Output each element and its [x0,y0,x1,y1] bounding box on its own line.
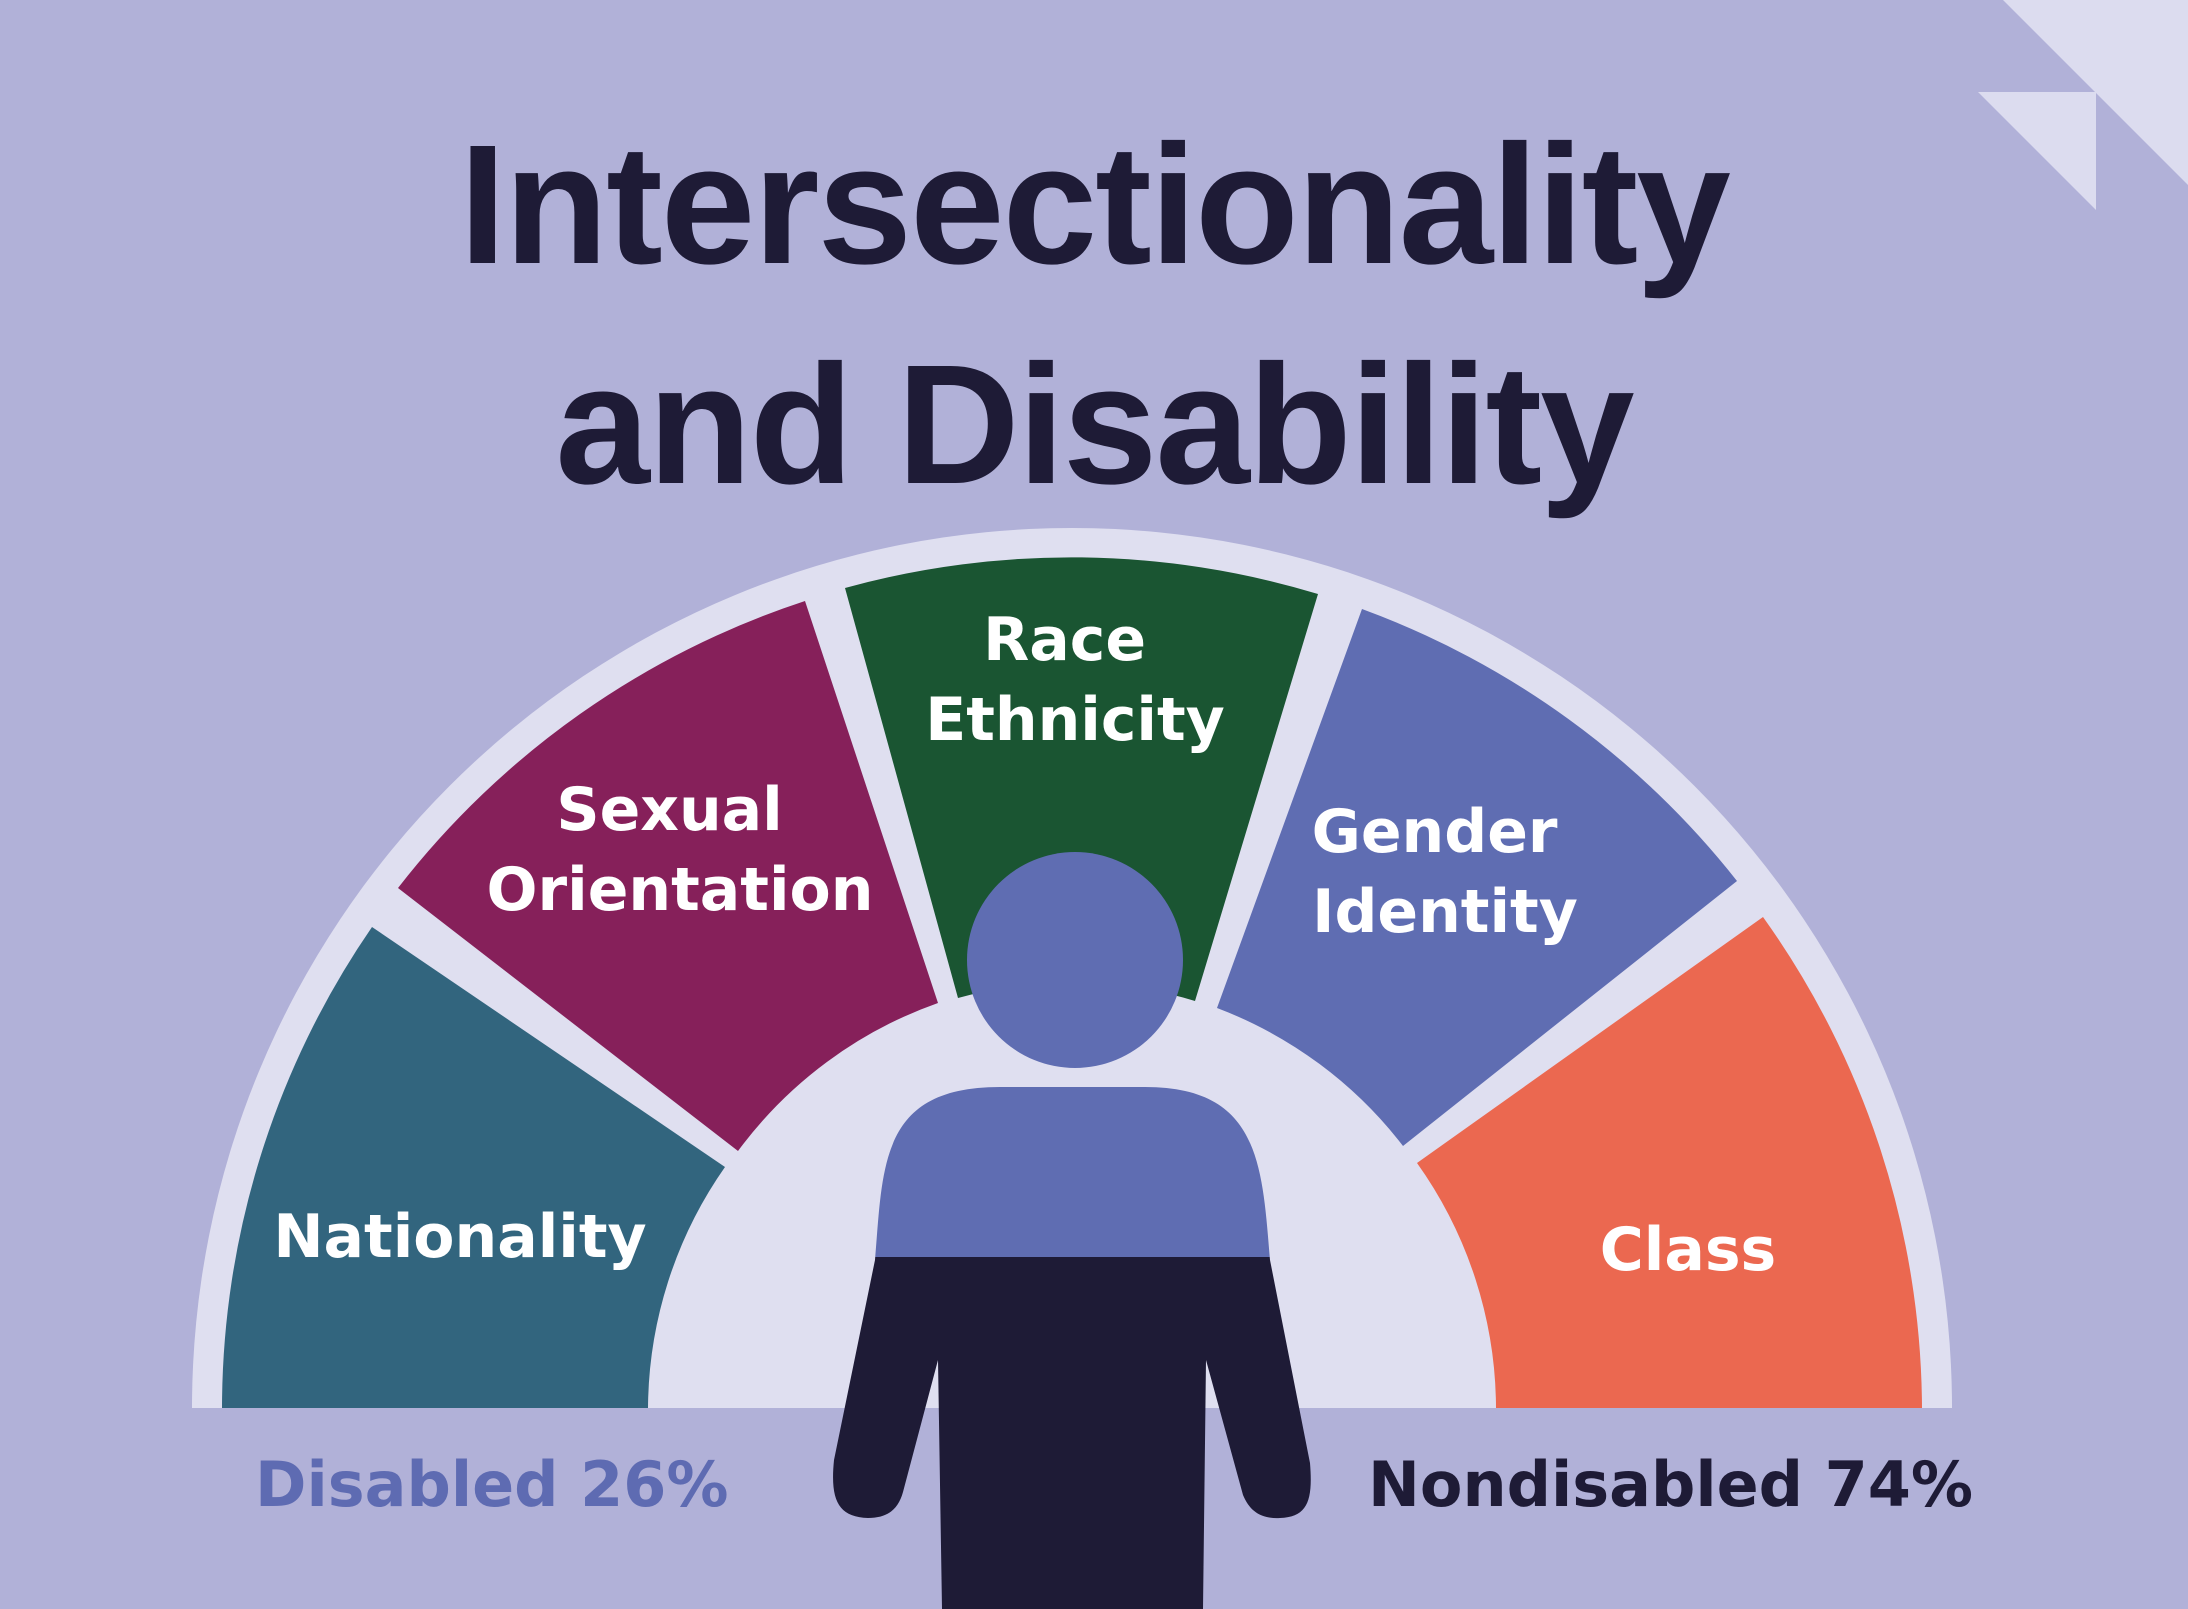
nondisabled-stat: Nondisabled 74% [1368,1448,1974,1521]
page-title: Intersectionality and Disability [0,95,2188,535]
segment-nationality: Nationality [222,927,725,1408]
segment-label-race-ethnicity: Race Ethnicity [925,605,1225,755]
segment-class: Class [1417,917,1922,1408]
segment-label-line: Race [983,605,1146,675]
segment-label-class: Class [1600,1215,1777,1285]
segment-label-line: Gender [1312,797,1558,867]
segment-label-line: Class [1600,1215,1777,1285]
title-line-2: and Disability [555,330,1634,520]
segment-race-ethnicity-shape [845,557,1318,1001]
segment-label-gender-identity: Gender Identity [1312,797,1579,947]
segment-label-nationality: Nationality [273,1202,646,1272]
segment-label-line: Sexual [556,775,782,845]
segment-class-shape [1417,917,1922,1408]
segment-gender-identity-shape [1217,609,1737,1146]
segment-sexual-orientation-shape [398,601,938,1151]
segment-label-line: Identity [1312,877,1578,947]
segment-label-line: Nationality [273,1202,646,1272]
corner-fold-icon [1978,0,2188,210]
segment-sexual-orientation: Sexual Orientation [398,601,938,1151]
segment-race-ethnicity: Race Ethnicity [845,557,1318,1001]
segment-label-sexual-orientation: Sexual Orientation [487,775,874,925]
disabled-stat: Disabled 26% [255,1448,729,1521]
title-line-1: Intersectionality [459,110,1731,300]
segment-label-line: Ethnicity [925,685,1225,755]
segment-label-line: Orientation [487,855,874,925]
segment-gender-identity: Gender Identity [1217,609,1737,1146]
person-body-disabled-portion [833,1087,1311,1257]
segment-nationality-shape [222,927,725,1408]
person-head [967,852,1183,1068]
person-body-nondisabled-portion [833,1257,1311,1609]
